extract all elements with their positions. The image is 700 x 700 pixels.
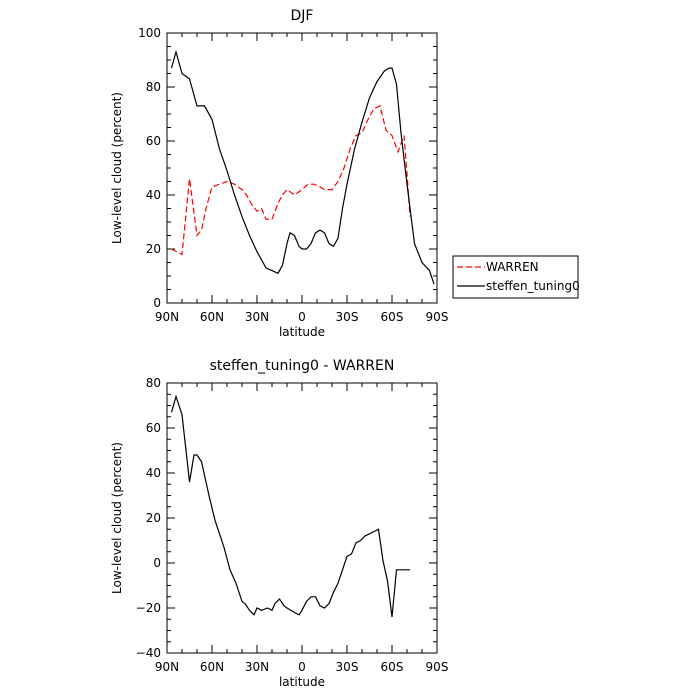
legend-label: WARREN — [486, 260, 539, 274]
x-tick-label: 60S — [381, 310, 404, 324]
x-tick-label: 90S — [426, 660, 449, 674]
y-tick-label: 0 — [153, 296, 161, 310]
chart-title: steffen_tuning0 - WARREN — [210, 358, 395, 374]
y-tick-label: 20 — [146, 242, 161, 256]
series-line-difference — [170, 394, 410, 618]
x-tick-label: 60N — [200, 310, 224, 324]
plot-frame — [166, 32, 438, 304]
y-tick-label: 80 — [146, 80, 161, 94]
x-tick-label: 30N — [245, 310, 269, 324]
y-tick-label: 100 — [138, 26, 161, 40]
y-axis-label: Low-level cloud (percent) — [110, 92, 124, 244]
chart-title: DJF — [291, 8, 314, 24]
x-tick-label: 60S — [381, 660, 404, 674]
y-tick-label: 60 — [146, 421, 161, 435]
chart-panel-1: 0 20 40 60 80 100 90N 60N 30N 0 30S 60S 90S DJF latitu… — [110, 8, 580, 339]
x-tick-label: 90S — [426, 310, 449, 324]
legend-label: steffen_tuning0 — [486, 279, 580, 293]
x-tick-label: 90N — [155, 310, 179, 324]
chart-panel-2: −40 −20 0 20 40 60 80 90N 60N 30N 0 30S 60S 90S steffe… — [110, 358, 448, 689]
x-tick-label: 60N — [200, 660, 224, 674]
plot-frame — [166, 382, 438, 654]
y-tick-label: 40 — [146, 466, 161, 480]
x-tick-label: 30S — [336, 660, 359, 674]
y-tick-label: 20 — [146, 511, 161, 525]
y-tick-label: 40 — [146, 188, 161, 202]
y-axis-label: Low-level cloud (percent) — [110, 442, 124, 594]
x-axis-label: latitude — [279, 325, 325, 339]
x-tick-label: 90N — [155, 660, 179, 674]
x-tick-label: 0 — [298, 660, 306, 674]
y-tick-label: 60 — [146, 134, 161, 148]
y-tick-label: −40 — [136, 646, 161, 660]
x-tick-label: 0 — [298, 310, 306, 324]
x-axis-label: latitude — [279, 675, 325, 689]
legend: WARREN steffen_tuning0 — [452, 255, 580, 299]
series-line-warren — [171, 105, 411, 256]
y-tick-label: −20 — [136, 601, 161, 615]
x-tick-label: 30N — [245, 660, 269, 674]
y-tick-label: 0 — [153, 556, 161, 570]
y-tick-label: 80 — [146, 376, 161, 390]
x-tick-label: 30S — [336, 310, 359, 324]
legend-box — [452, 255, 579, 299]
series-line-steffen-tuning0 — [170, 49, 435, 285]
